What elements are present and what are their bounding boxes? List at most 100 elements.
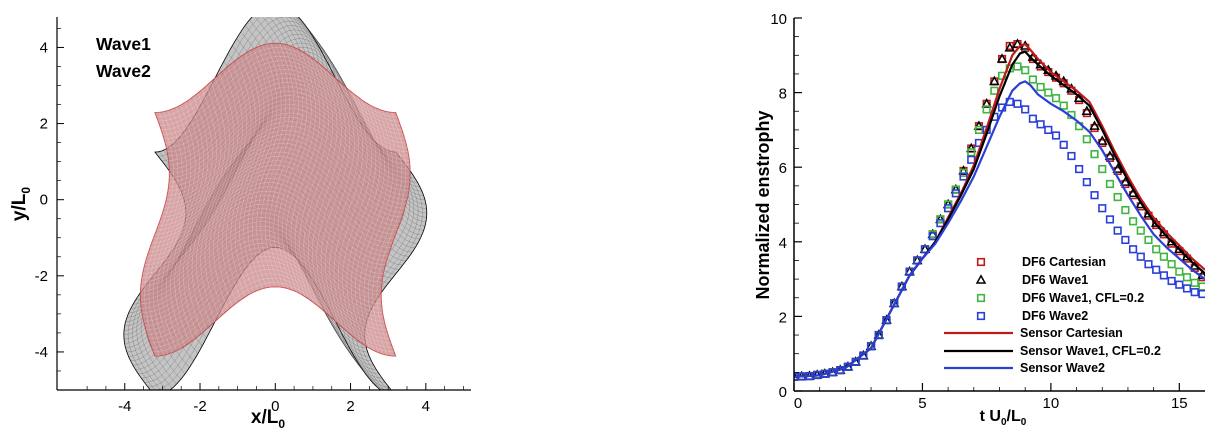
data-point (974, 125, 984, 134)
data-point (1198, 282, 1205, 291)
data-point (1098, 204, 1107, 213)
legend-wave2-label: Wave2 (96, 61, 151, 81)
data-point (982, 105, 991, 114)
left-ticks: -4 -2 0 2 4 -4 -2 0 2 4 (35, 28, 464, 415)
data-point (1113, 226, 1122, 235)
data-point (1082, 135, 1091, 144)
data-point (1112, 163, 1123, 173)
data-point (866, 342, 876, 351)
data-point (965, 142, 977, 153)
data-point (1096, 135, 1108, 145)
legend-label: Sensor Wave2 (1020, 361, 1105, 375)
mesh-panel: -4 -2 0 2 4 -4 -2 0 2 4 y/L0 x/L0 Wave1 Wave2 (9, 17, 471, 431)
y-tick-label: -4 (35, 344, 48, 361)
data-point (1013, 62, 1022, 71)
left-y-axis-title: y/L0 (9, 187, 33, 221)
x-tick-label: 0 (794, 395, 802, 412)
legend-label: Sensor Wave1, CFL=0.2 (1020, 344, 1161, 358)
data-point (936, 219, 945, 228)
data-point (1175, 267, 1184, 276)
data-point (1059, 140, 1068, 149)
data-point (1136, 226, 1145, 235)
data-point (1090, 150, 1099, 159)
data-point (1082, 178, 1091, 187)
data-point (1198, 289, 1205, 299)
right-x-axis-title: t U0/L0 (980, 408, 1027, 428)
legend-swatch (976, 257, 986, 267)
data-point (1144, 260, 1153, 269)
x-tick-label: 4 (422, 398, 430, 415)
y-tick-label: 2 (779, 309, 787, 326)
data-point (1021, 105, 1030, 114)
data-point (1190, 278, 1199, 287)
left-x-axis-title: x/L0 (251, 407, 285, 431)
enstrophy-panel: 0 5 10 15 0 2 4 6 8 10 Normalized enstrophy t U0/… (753, 11, 1205, 428)
data-point (1121, 205, 1130, 215)
data-point (1121, 235, 1130, 245)
series-6 (794, 80, 1205, 378)
data-point (951, 189, 960, 198)
data-point (989, 75, 1000, 86)
data-point (944, 204, 953, 213)
data-point (1044, 88, 1053, 97)
data-point (1105, 215, 1115, 224)
enstrophy-legend: DF6 Cartesian DF6 Wave1 DF6 Wave1, CFL=0.2… (944, 255, 1161, 375)
data-point (1182, 273, 1192, 282)
data-point (1036, 120, 1045, 129)
data-point (1152, 265, 1161, 274)
data-point (959, 172, 968, 181)
enstrophy-plot-area (794, 38, 1205, 381)
data-point (1128, 217, 1138, 226)
y-tick-label: 8 (779, 86, 787, 103)
data-point (1090, 191, 1099, 200)
right-y-axis-title: Normalized enstrophy (753, 110, 773, 299)
x-tick-label: 2 (346, 398, 354, 415)
x-tick-label: 5 (918, 395, 926, 412)
legend-label: DF6 Cartesian (1022, 255, 1106, 269)
data-point (1059, 101, 1068, 110)
mesh-plot-area (123, 17, 428, 390)
right-ticks: 0 5 10 15 0 2 4 6 8 10 (770, 11, 1187, 412)
mesh-wave1 (140, 42, 411, 357)
mesh-grid-lines (140, 43, 411, 357)
data-point (1004, 42, 1016, 52)
data-point (1028, 114, 1037, 123)
data-point (1128, 245, 1138, 254)
y-tick-label: 4 (779, 235, 787, 252)
data-point (1175, 280, 1184, 289)
y-tick-label: -2 (35, 268, 48, 285)
legend-label: Sensor Cartesian (1020, 326, 1123, 340)
data-point (990, 86, 999, 95)
data-point (1182, 284, 1192, 293)
y-tick-label: 2 (40, 116, 48, 133)
x-tick-label: 10 (1043, 395, 1060, 412)
data-point (1036, 82, 1045, 92)
data-point (1105, 179, 1115, 189)
data-point (1081, 105, 1093, 115)
legend-swatch (976, 311, 986, 321)
series-line (794, 50, 1205, 378)
data-point (1051, 131, 1061, 140)
data-point (1028, 75, 1037, 84)
data-point (1104, 150, 1116, 160)
series-5 (794, 50, 1205, 378)
series-3 (794, 97, 1205, 381)
y-tick-label: 0 (40, 192, 48, 209)
legend-label: DF6 Wave1 (1022, 273, 1088, 287)
data-point (1021, 66, 1030, 75)
y-tick-label: 6 (779, 160, 787, 177)
data-point (843, 362, 853, 371)
data-point (1012, 38, 1023, 48)
legend-label: DF6 Wave2 (1022, 309, 1088, 323)
data-point (1159, 271, 1168, 280)
legend-label: DF6 Wave1, CFL=0.2 (1022, 291, 1144, 305)
data-point (1044, 125, 1053, 134)
x-tick-label: 0 (271, 398, 279, 415)
legend-swatch (976, 293, 986, 303)
data-point (1159, 252, 1168, 261)
data-point (1167, 276, 1176, 286)
legend-swatch (975, 274, 987, 284)
legend-wave1-label: Wave1 (96, 34, 151, 54)
data-point (1067, 151, 1076, 161)
data-point (973, 120, 985, 130)
